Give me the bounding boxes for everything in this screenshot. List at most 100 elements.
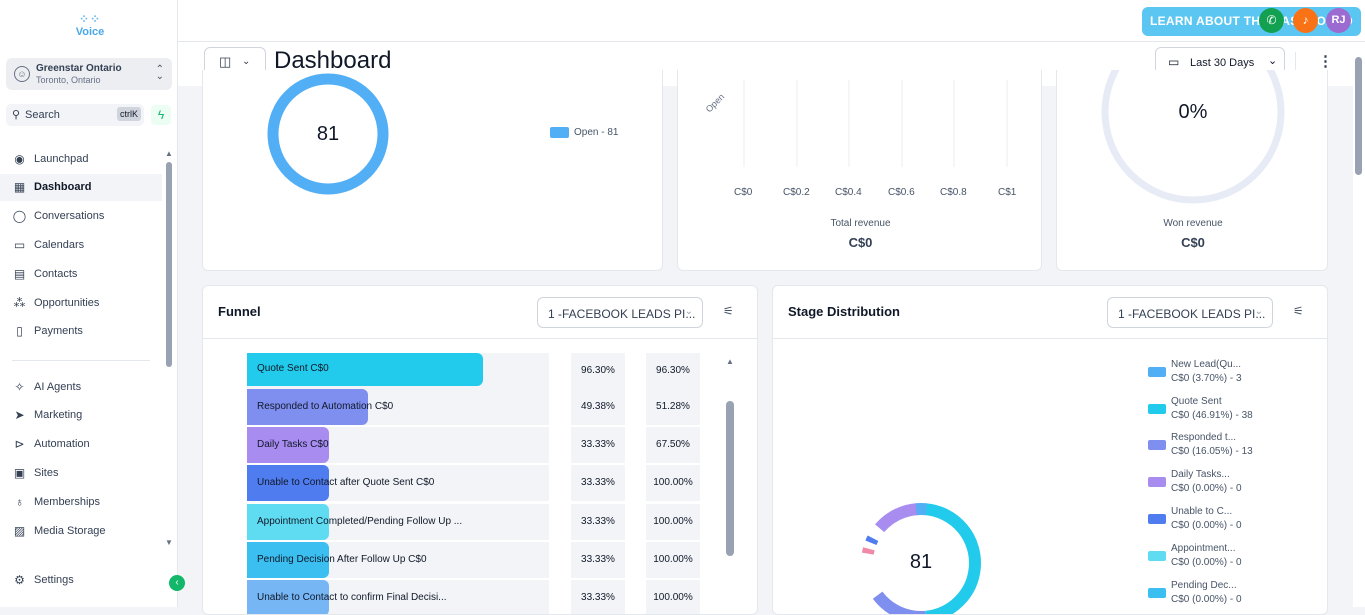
stage-pipeline-select[interactable]: 1 -FACEBOOK LEADS PI... ⌄ <box>1107 297 1273 328</box>
search-shortcut: ctrlK <box>117 107 141 121</box>
search-icon: ⚲ <box>12 109 21 121</box>
filter-settings-icon[interactable]: ⚟ <box>723 304 734 318</box>
donut-ring <box>267 73 389 195</box>
bell-icon[interactable]: ♪ <box>1293 8 1318 33</box>
total-revenue-value: C$0 <box>848 235 873 250</box>
funnel-row[interactable]: Appointment Completed/Pending Follow Up … <box>247 504 549 540</box>
legend-label: Open - 81 <box>574 127 619 138</box>
sidebar-item-launchpad[interactable]: ◉ Launchpad <box>0 146 162 173</box>
donut-center-value: 81 <box>316 123 340 145</box>
payments-icon: ▯ <box>16 324 23 338</box>
rocket-icon: ◉ <box>14 152 25 166</box>
location-avatar-icon: ☺ <box>14 66 30 82</box>
opportunity-donut-chart <box>267 73 389 195</box>
sidebar-item-opportunities[interactable]: ⁂ Opportunities <box>0 290 162 317</box>
sparkle-icon: ✧ <box>14 380 25 394</box>
funnel-row[interactable]: Unable to Contact after Quote Sent C$0 <box>247 465 549 501</box>
sidebar-item-automation[interactable]: ⊳ Automation <box>0 431 162 458</box>
filter-settings-icon[interactable]: ⚟ <box>1293 304 1304 318</box>
funnel-row[interactable]: Responded to Automation C$0 <box>247 389 549 425</box>
legend-detail: C$0 (0.00%) - 0 <box>1171 557 1242 568</box>
legend-item[interactable]: Quote Sent C$0 (46.91%) - 38 <box>1148 396 1253 421</box>
funnel-row[interactable]: Daily Tasks C$0 <box>247 427 549 463</box>
phone-icon[interactable]: ✆ <box>1259 8 1284 33</box>
funnel-card: Funnel 1 -FACEBOOK LEADS PI... ⌄ ⚟ Quote… <box>202 285 758 615</box>
funnel-row[interactable]: Unable to Contact to confirm Final Decis… <box>247 580 549 614</box>
sidebar-item-contacts[interactable]: ▤ Contacts <box>0 261 162 288</box>
tick-label: C$0.2 <box>783 187 810 198</box>
select-value: 1 -FACEBOOK LEADS PI... <box>548 307 696 321</box>
sidebar-item-payments[interactable]: ▯ Payments <box>0 318 162 345</box>
sidebar-item-sites[interactable]: ▣ Sites <box>0 460 162 487</box>
funnel-bar <box>247 353 483 386</box>
collapse-sidebar-icon[interactable]: ‹ <box>169 575 185 591</box>
sidebar-item-memberships[interactable]: ♁ Memberships <box>0 489 162 516</box>
funnel-row[interactable]: Quote Sent C$0 <box>247 353 549 389</box>
cumulative-cell: 100.00% <box>646 504 700 540</box>
main-scrollbar-thumb[interactable] <box>1355 57 1362 175</box>
grid-icon: ▦ <box>13 180 26 194</box>
sidebar-item-label: Media Storage <box>34 525 106 537</box>
stage-donut-chart <box>861 503 981 614</box>
sidebar-item-conversations[interactable]: ◯ Conversations <box>0 203 162 230</box>
sidebar-item-label: Calendars <box>34 239 85 251</box>
total-revenue-label: Total revenue <box>830 218 891 229</box>
cumulative-cell: 96.30% <box>646 353 700 389</box>
legend-item[interactable]: Daily Tasks... C$0 (0.00%) - 0 <box>1148 469 1242 494</box>
legend-detail: C$0 (46.91%) - 38 <box>1171 410 1253 421</box>
funnel-title: Funnel <box>218 304 261 319</box>
chevron-down-icon: ⌄ <box>242 56 251 67</box>
legend-item[interactable]: Pending Dec... C$0 (0.00%) - 0 <box>1148 580 1242 605</box>
sidebar-item-marketing[interactable]: ➤ Marketing <box>0 402 162 429</box>
main-scrollbar[interactable] <box>1353 42 1365 607</box>
legend-swatch <box>550 127 569 138</box>
account-switcher[interactable]: ☺ Greenstar Ontario Toronto, Ontario ⌃ ⌄ <box>6 58 172 90</box>
funnel-scroll-up-icon[interactable]: ▲ <box>726 357 734 366</box>
logo-text: Voice <box>75 26 105 38</box>
search-box[interactable]: ⚲ Search ctrlK <box>6 104 144 126</box>
quick-actions-bolt-icon[interactable]: ϟ <box>151 105 171 125</box>
company-logo[interactable]: ⁘⁘ Voice <box>70 12 110 38</box>
legend-swatch <box>1148 404 1166 414</box>
sidebar-item-ai-agents[interactable]: ✧ AI Agents <box>0 374 162 401</box>
legend-item[interactable]: Appointment... C$0 (0.00%) - 0 <box>1148 543 1242 568</box>
sidebar-item-media-storage[interactable]: ▨ Media Storage <box>0 518 162 545</box>
sidebar: ⁘⁘ Voice ☺ Greenstar Ontario Toronto, On… <box>0 0 178 607</box>
funnel-label: Responded to Automation C$0 <box>257 401 394 412</box>
funnel-bar <box>247 542 329 578</box>
won-revenue-card: 0% Won revenue C$0 <box>1056 70 1328 271</box>
stage-distribution-card: Stage Distribution 1 -FACEBOOK LEADS PI.… <box>772 285 1328 615</box>
legend-item[interactable]: Unable to C... C$0 (0.00%) - 0 <box>1148 506 1242 531</box>
gear-icon: ⚙ <box>14 573 25 587</box>
calendar-icon: ▭ <box>1168 55 1180 69</box>
funnel-row[interactable]: Pending Decision After Follow Up C$0 <box>247 542 549 578</box>
sidebar-item-calendars[interactable]: ▭ Calendars <box>0 232 162 259</box>
conversion-cell: 96.30% <box>571 353 625 389</box>
funnel-label: Unable to Contact after Quote Sent C$0 <box>257 477 435 488</box>
select-value: 1 -FACEBOOK LEADS PI... <box>1118 307 1266 321</box>
funnel-bar <box>247 427 329 463</box>
calendar-icon: ▭ <box>13 238 26 252</box>
funnel-scrollbar[interactable] <box>726 401 734 556</box>
more-options-icon[interactable]: ⋮ <box>1318 53 1333 70</box>
legend-item[interactable]: New Lead(Qu... C$0 (3.70%) - 3 <box>1148 359 1242 384</box>
user-avatar[interactable]: RJ <box>1326 8 1351 33</box>
sidebar-item-label: Sites <box>34 467 59 479</box>
sidebar-scrollbar[interactable] <box>166 162 172 367</box>
sidebar-item-settings[interactable]: ⚙ Settings <box>0 567 162 594</box>
cumulative-cell: 100.00% <box>646 580 700 614</box>
sidebar-item-dashboard[interactable]: ▦ Dashboard <box>0 174 162 201</box>
sidebar-scroll-up-icon[interactable]: ▲ <box>165 149 173 158</box>
legend-item[interactable]: Responded t... C$0 (16.05%) - 13 <box>1148 432 1253 457</box>
tick-label: C$0 <box>734 187 753 198</box>
chevron-updown-icon: ⌃ ⌄ <box>155 64 164 82</box>
account-location: Toronto, Ontario <box>36 75 101 85</box>
sidebar-scroll-down-icon[interactable]: ▼ <box>165 538 173 547</box>
sidebar-item-label: Memberships <box>34 496 101 508</box>
cumulative-cell: 67.50% <box>646 427 700 463</box>
legend-swatch <box>1148 514 1166 524</box>
legend-name: Unable to C... <box>1171 506 1233 517</box>
tick-label: C$0.6 <box>888 187 915 198</box>
donut-segment-other <box>861 503 981 614</box>
funnel-pipeline-select[interactable]: 1 -FACEBOOK LEADS PI... ⌄ <box>537 297 703 328</box>
